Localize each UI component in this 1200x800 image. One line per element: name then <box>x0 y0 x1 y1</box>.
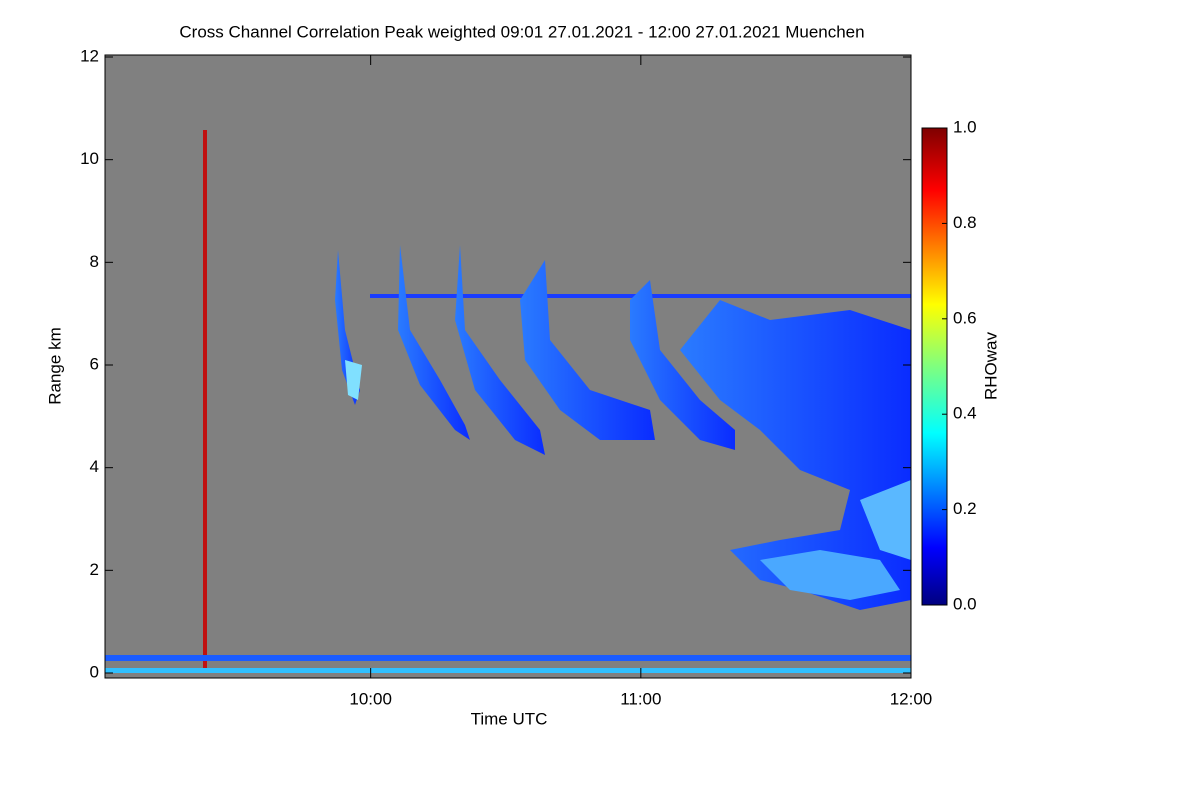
colorbar-tick-label: 0.4 <box>953 404 977 423</box>
x-axis-label: Time UTC <box>471 709 548 728</box>
x-tick-label: 12:00 <box>890 689 933 708</box>
echo-layer <box>105 655 911 661</box>
colorbar <box>921 127 948 606</box>
echo-plume <box>860 480 911 560</box>
echo-plume <box>345 360 362 400</box>
echo-plume <box>398 245 470 440</box>
y-tick-label: 8 <box>90 252 99 271</box>
x-tick-label: 10:00 <box>349 689 392 708</box>
colorbar-tick-label: 0.6 <box>953 308 977 327</box>
y-tick-label: 2 <box>90 560 99 579</box>
echo-features <box>105 130 911 673</box>
echo-plume <box>760 550 900 600</box>
echo-plume <box>520 260 655 440</box>
colorbar-label: RHOwav <box>981 331 1000 400</box>
colorbar-tick-label: 1.0 <box>953 117 977 136</box>
plot-frame <box>104 54 912 679</box>
echo-plume <box>630 280 735 450</box>
echo-layer <box>105 668 911 673</box>
y-tick-label: 0 <box>90 662 99 681</box>
y-tick-label: 10 <box>80 149 99 168</box>
colorbar-tick-label: 0.2 <box>953 499 977 518</box>
y-tick-label: 4 <box>90 457 99 476</box>
chart-title: Cross Channel Correlation Peak weighted … <box>179 22 864 41</box>
colorbar-tick-label: 0.0 <box>953 594 977 613</box>
y-tick-label: 6 <box>90 354 99 373</box>
echo-plume <box>455 245 545 455</box>
colorbar-tick-label: 0.8 <box>953 213 977 232</box>
y-axis-label: Range km <box>45 327 64 404</box>
x-tick-label: 11:00 <box>620 689 661 708</box>
echo-streak <box>203 130 207 670</box>
echo-plume <box>680 300 911 610</box>
y-tick-label: 12 <box>80 46 99 65</box>
